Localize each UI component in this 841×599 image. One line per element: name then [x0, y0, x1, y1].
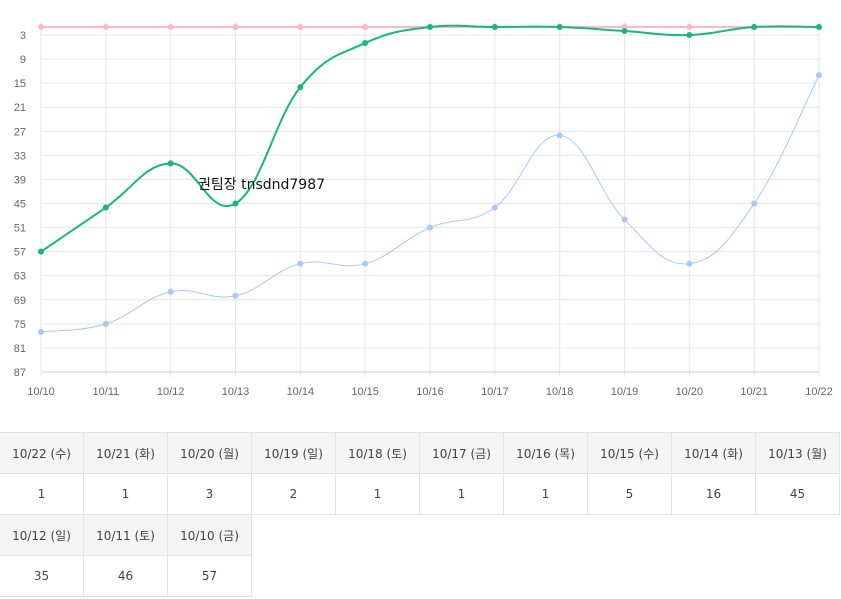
x-tick-label: 10/20 — [676, 386, 704, 398]
series-point-0[interactable] — [297, 24, 304, 30]
series-point-1[interactable] — [102, 320, 109, 327]
series-point-2[interactable] — [621, 28, 628, 35]
rank-value-cell: 1 — [419, 473, 504, 515]
series-point-1[interactable] — [816, 72, 822, 79]
y-tick-label: 21 — [14, 102, 26, 114]
x-tick-label: 10/15 — [351, 386, 379, 398]
date-header-cell: 10/18 (토) — [335, 432, 420, 474]
rank-value-cell: 35 — [0, 555, 84, 597]
series-point-2[interactable] — [491, 24, 498, 30]
series-point-0[interactable] — [102, 24, 109, 30]
series-point-2[interactable] — [167, 160, 174, 167]
series-point-2[interactable] — [751, 24, 758, 30]
y-tick-label: 45 — [14, 199, 26, 211]
series-point-0[interactable] — [686, 24, 693, 30]
series-point-1[interactable] — [686, 260, 693, 267]
y-tick-label: 39 — [14, 174, 26, 186]
x-tick-label: 10/10 — [27, 386, 55, 398]
rank-value-cell: 1 — [335, 473, 420, 515]
series-point-2[interactable] — [232, 200, 239, 207]
y-tick-label: 27 — [14, 126, 26, 138]
series-point-0[interactable] — [38, 24, 44, 30]
series-point-1[interactable] — [491, 204, 498, 211]
rank-value-cell: 3 — [167, 473, 252, 515]
x-tick-label: 10/16 — [416, 386, 444, 398]
y-tick-label: 69 — [14, 295, 26, 307]
rank-table-1: 10/22 (수) 10/21 (화) 10/20 (월) 10/19 (일) 10/1… — [0, 432, 840, 515]
series-point-2[interactable] — [102, 204, 109, 211]
series-point-1[interactable] — [362, 260, 369, 267]
date-header-cell: 10/13 (월) — [755, 432, 840, 474]
series-point-1[interactable] — [297, 260, 304, 267]
rank-value-cell: 5 — [587, 473, 672, 515]
series-point-1[interactable] — [232, 292, 239, 299]
date-header-cell: 10/15 (수) — [587, 432, 672, 474]
x-tick-label: 10/11 — [92, 386, 119, 398]
rank-value-cell: 16 — [671, 473, 756, 515]
date-header-cell: 10/17 (금) — [419, 432, 504, 474]
x-tick-label: 10/12 — [157, 386, 185, 398]
date-header-cell: 10/20 (월) — [167, 432, 252, 474]
y-tick-label: 57 — [14, 247, 26, 259]
date-header-cell: 10/10 (금) — [167, 514, 252, 556]
date-header-cell: 10/21 (화) — [83, 432, 168, 474]
series-point-2[interactable] — [38, 248, 44, 255]
series-point-2[interactable] — [686, 32, 693, 39]
y-tick-label: 75 — [14, 319, 26, 331]
x-tick-label: 10/21 — [740, 386, 768, 398]
rank-value-cell: 2 — [251, 473, 336, 515]
rank-value-cell: 1 — [83, 473, 168, 515]
date-header-cell: 10/19 (일) — [251, 432, 336, 474]
date-header-cell: 10/12 (일) — [0, 514, 84, 556]
rank-value-cell: 1 — [503, 473, 588, 515]
y-tick-label: 87 — [14, 367, 26, 379]
rank-value-cell: 57 — [167, 555, 252, 597]
series-point-2[interactable] — [556, 24, 563, 30]
series-point-1[interactable] — [751, 200, 758, 207]
series-line-1 — [40, 74, 820, 333]
date-header-cell: 10/11 (토) — [83, 514, 168, 556]
x-tick-label: 10/17 — [481, 386, 509, 398]
y-tick-label: 51 — [14, 223, 26, 235]
y-tick-label: 15 — [14, 78, 26, 90]
series-point-0[interactable] — [362, 24, 369, 30]
x-tick-label: 10/14 — [287, 386, 315, 398]
rank-value-cell: 46 — [83, 555, 168, 597]
x-tick-label: 10/19 — [611, 386, 639, 398]
date-header-cell: 10/22 (수) — [0, 432, 84, 474]
y-tick-label: 33 — [14, 150, 26, 162]
y-tick-label: 3 — [20, 30, 26, 42]
x-tick-label: 10/22 — [805, 386, 833, 398]
series-point-2[interactable] — [427, 24, 433, 30]
chart-annotation: 권팀장 tnsdnd7987 — [198, 177, 325, 193]
date-header-cell: 10/14 (화) — [671, 432, 756, 474]
series-point-1[interactable] — [38, 328, 44, 335]
series-point-2[interactable] — [362, 40, 369, 47]
y-tick-label: 9 — [20, 54, 26, 66]
y-tick-label: 63 — [14, 271, 26, 283]
date-header-cell: 10/16 (목) — [503, 432, 588, 474]
rank-value-cell: 45 — [755, 473, 840, 515]
rank-value-cell: 1 — [0, 473, 84, 515]
y-tick-label: 81 — [14, 343, 26, 355]
series-point-2[interactable] — [297, 84, 304, 91]
series-point-0[interactable] — [167, 24, 174, 30]
series-point-0[interactable] — [232, 24, 239, 30]
x-tick-label: 10/13 — [222, 386, 250, 398]
rank-table-2: 10/12 (일) 10/11 (토) 10/10 (금) 35 46 57 — [0, 514, 252, 597]
series-point-1[interactable] — [556, 132, 563, 139]
series-point-2[interactable] — [816, 24, 822, 30]
series-point-1[interactable] — [427, 224, 433, 231]
x-tick-label: 10/18 — [546, 386, 574, 398]
series-point-1[interactable] — [621, 216, 628, 223]
series-point-1[interactable] — [167, 288, 174, 295]
